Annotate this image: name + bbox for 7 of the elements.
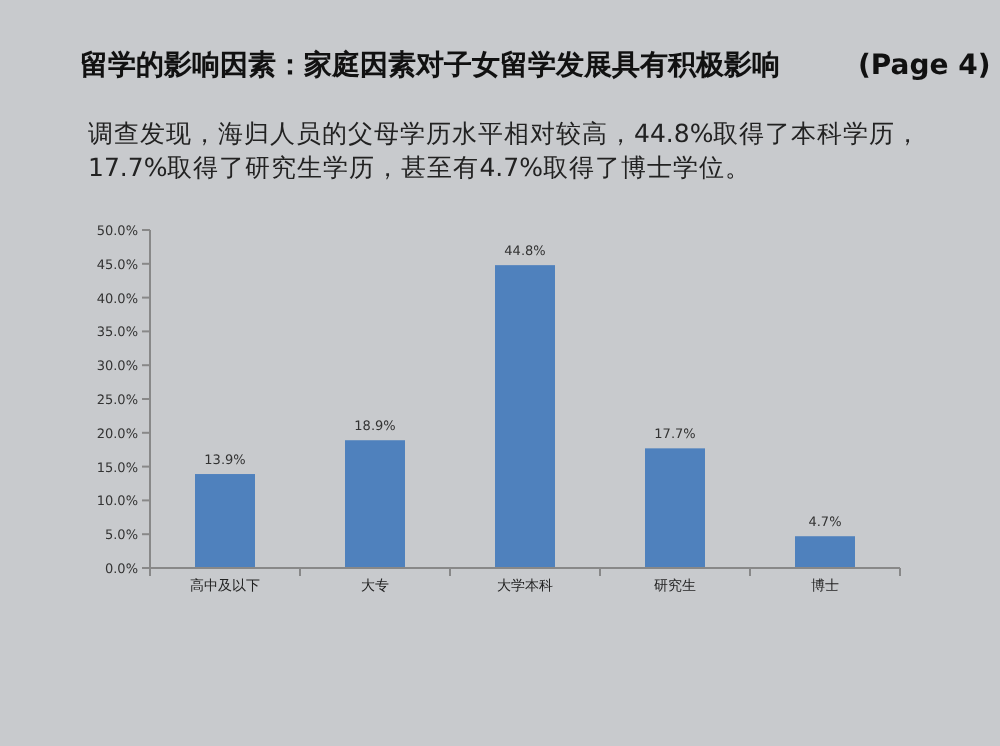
bar xyxy=(195,474,255,568)
bar xyxy=(495,265,555,568)
chart-subtitle: 调查发现，海归人员的父母学历水平相对较高，44.8%取得了本科学历，17.7%取得了研究生学历，甚至有4.7%取得了博士学位。 xyxy=(88,116,924,184)
bar xyxy=(345,440,405,568)
bar xyxy=(795,536,855,568)
chart-title: 留学的影响因素：家庭因素对子女留学发展具有积极影响 (Page 4) xyxy=(80,48,991,84)
bar xyxy=(645,448,705,568)
